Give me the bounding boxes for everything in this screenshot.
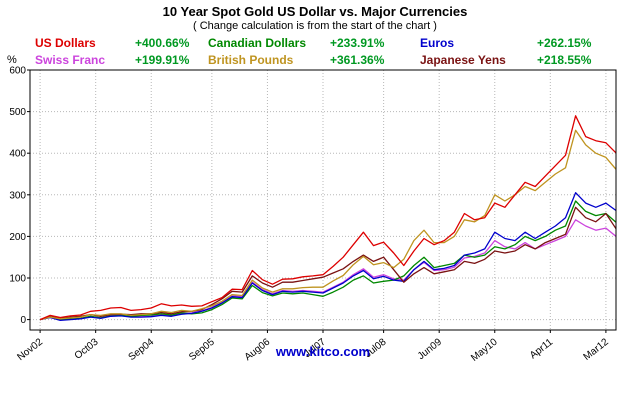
- chart-title: 10 Year Spot Gold US Dollar vs. Major Cu…: [162, 4, 468, 19]
- legend-label-swiss-franc: Swiss Franc: [35, 53, 106, 67]
- y-tick-label: 0: [20, 315, 26, 326]
- series-line-us-dollars: [39, 115, 617, 321]
- legend-change-canadian-dollars: +233.91%: [330, 36, 385, 50]
- legend-change-swiss-franc: +199.91%: [135, 53, 190, 67]
- legend-change-japanese-yens: +218.55%: [537, 53, 592, 67]
- y-tick-label: 400: [9, 149, 26, 160]
- y-tick-label: 500: [9, 107, 26, 118]
- legend-label-canadian-dollars: Canadian Dollars: [208, 36, 307, 50]
- series-line-canadian-dollars: [39, 200, 617, 321]
- legend-label-euros: Euros: [420, 36, 455, 50]
- kitco-link[interactable]: www.kitco.com: [275, 344, 371, 359]
- legend-label-british-pounds: British Pounds: [208, 53, 294, 67]
- y-tick-label: 300: [9, 190, 26, 201]
- y-axis-unit-label: %: [7, 54, 17, 66]
- plot-border: [29, 69, 617, 331]
- y-tick-label: 600: [9, 66, 26, 77]
- legend-label-japanese-yens: Japanese Yens: [420, 53, 506, 67]
- chart-subtitle: ( Change calculation is from the start o…: [193, 20, 437, 32]
- y-tick-label: 200: [9, 232, 26, 243]
- legend-change-british-pounds: +361.36%: [330, 53, 385, 67]
- legend-change-euros: +262.15%: [537, 36, 592, 50]
- y-tick-label: 100: [9, 274, 26, 285]
- legend-label-us-dollars: US Dollars: [35, 36, 96, 50]
- legend-change-us-dollars: +400.66%: [135, 36, 190, 50]
- series-line-japanese-yens: [39, 206, 617, 321]
- series-line-british-pounds: [39, 129, 617, 321]
- series-line-euros: [39, 192, 617, 322]
